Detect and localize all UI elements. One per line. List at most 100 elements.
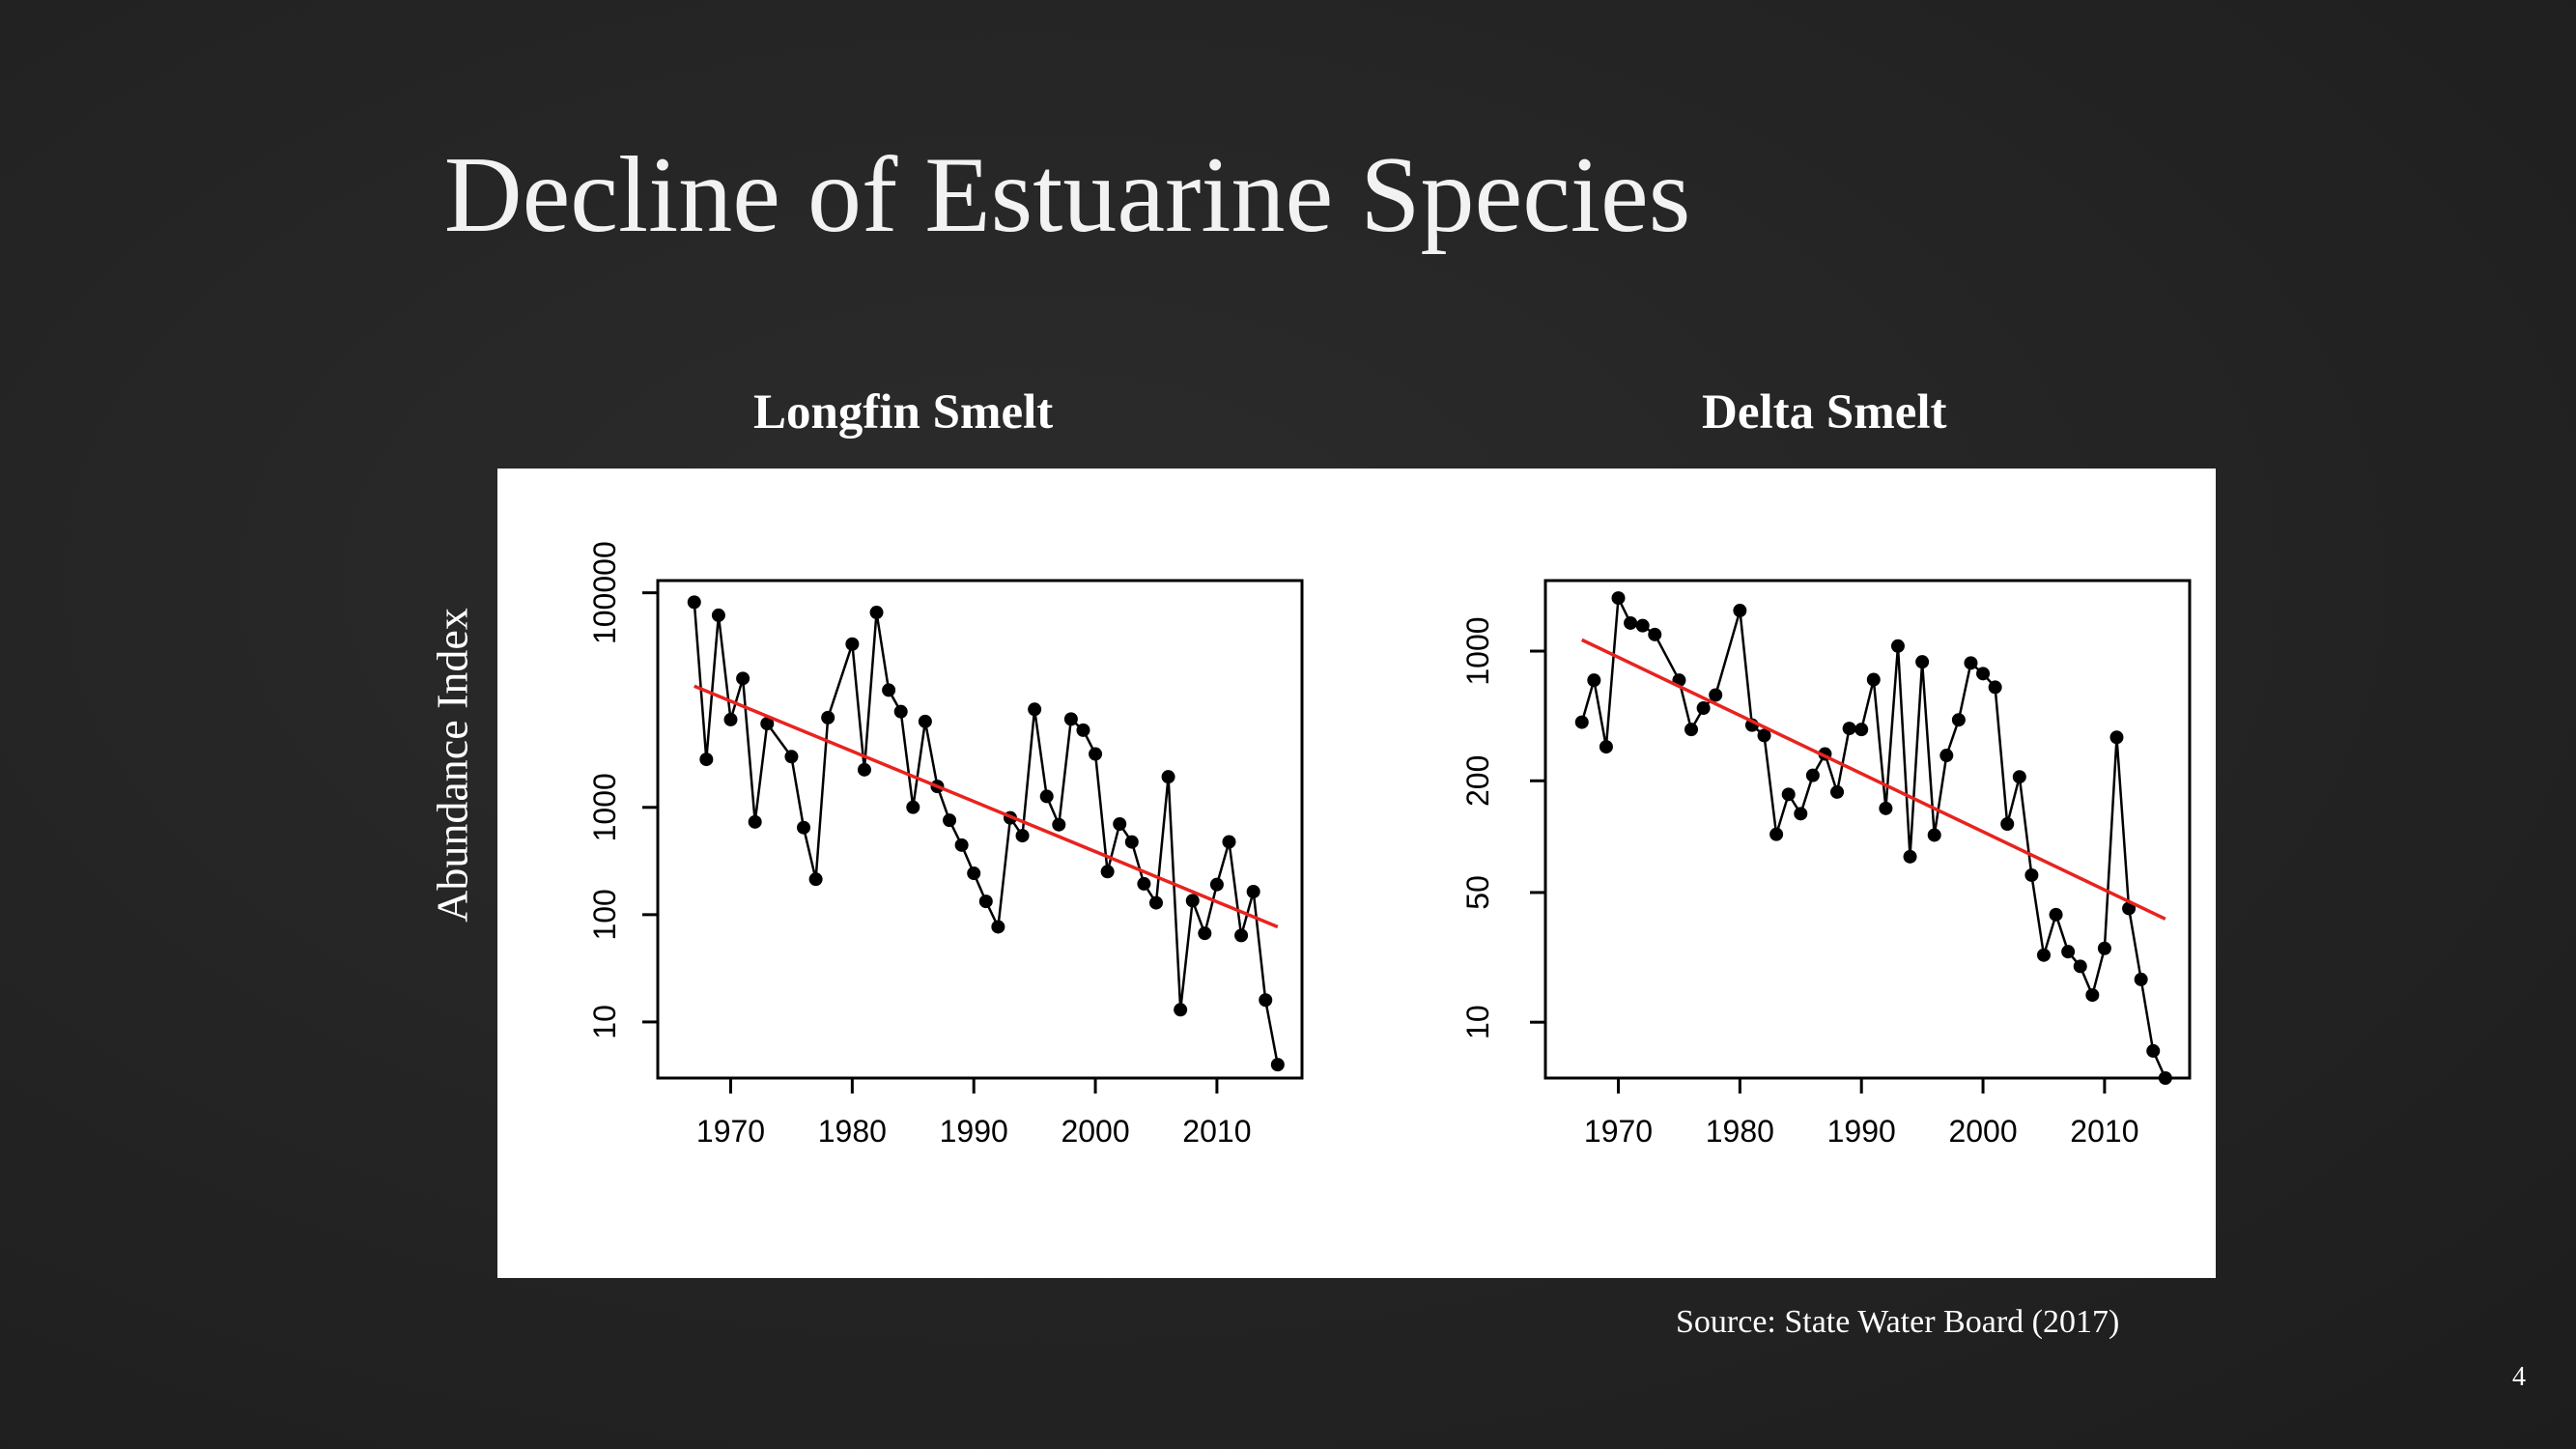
longfin-data-point — [869, 606, 884, 620]
longfin-plot-frame — [656, 579, 1304, 1080]
longfin-data-point — [1222, 835, 1236, 849]
delta-data-point — [2085, 988, 2100, 1003]
delta-data-point — [1951, 713, 1966, 727]
delta-data-point — [1915, 655, 1930, 669]
delta-trend-line — [1580, 638, 2166, 921]
delta-data-point — [1624, 615, 1638, 630]
delta-data-point — [2000, 817, 2015, 832]
delta-series-line — [1580, 593, 2166, 1079]
longfin-y-tick-label: 100000 — [587, 541, 622, 644]
delta-data-point — [1805, 768, 1820, 782]
delta-data-point — [1988, 680, 2002, 695]
delta-data-point — [1781, 787, 1796, 802]
delta-data-point — [1611, 591, 1626, 606]
longfin-smelt-label: Longfin Smelt — [753, 385, 1054, 440]
longfin-data-point — [1124, 835, 1139, 849]
longfin-data-point — [808, 872, 823, 887]
longfin-data-point — [1209, 877, 1224, 892]
longfin-data-point — [1148, 895, 1163, 910]
longfin-data-point — [991, 920, 1005, 934]
chart-panel: 1970 1980 1990 2000 2010 10 100 1000 100000 1970 1… — [497, 469, 2216, 1278]
longfin-x-tick-label: 1990 — [940, 1114, 1008, 1149]
longfin-data-point — [711, 608, 725, 622]
longfin-data-point — [943, 813, 957, 828]
delta-data-point — [1976, 667, 1991, 681]
longfin-data-point — [748, 814, 762, 829]
delta-data-point — [2158, 1071, 2172, 1085]
longfin-data-point — [845, 637, 860, 651]
source-citation: Source: State Water Board (2017) — [1676, 1304, 2120, 1340]
longfin-data-point — [1246, 884, 1260, 898]
longfin-data-point — [857, 762, 871, 777]
delta-data-point — [1866, 672, 1881, 687]
longfin-data-point — [797, 820, 811, 835]
delta-data-point — [1939, 749, 1954, 763]
delta-smelt-label: Delta Smelt — [1702, 385, 1947, 440]
longfin-data-point — [699, 753, 714, 767]
longfin-data-point — [978, 895, 993, 909]
delta-data-point — [2146, 1043, 2161, 1058]
y-axis-label: Abundance Index — [427, 608, 477, 923]
longfin-data-point — [1015, 829, 1030, 843]
longfin-data-point — [1039, 789, 1054, 804]
delta-data-point — [1684, 723, 1699, 737]
delta-data-point — [1696, 701, 1711, 716]
longfin-x-tick-label: 2000 — [1061, 1114, 1129, 1149]
delta-y-tick-label: 1000 — [1460, 616, 1495, 685]
longfin-data-point — [882, 683, 896, 697]
delta-data-point — [2049, 907, 2063, 922]
delta-data-point — [2134, 972, 2148, 986]
longfin-data-point — [1161, 770, 1175, 784]
longfin-data-point — [784, 750, 799, 764]
delta-data-point — [2061, 945, 2076, 959]
longfin-x-tick-label: 1970 — [696, 1114, 765, 1149]
delta-y-tick-label: 10 — [1460, 1005, 1495, 1039]
delta-data-point — [2012, 770, 2026, 784]
longfin-data-point — [1076, 723, 1090, 737]
delta-data-point — [2097, 941, 2111, 955]
longfin-data-point — [1089, 747, 1103, 761]
longfin-data-point — [760, 717, 775, 731]
delta-data-point — [1842, 722, 1856, 736]
delta-data-point — [1879, 801, 1893, 815]
delta-x-tick-label: 1980 — [1706, 1114, 1774, 1149]
delta-data-point — [1574, 715, 1589, 729]
longfin-x-tick-label: 2010 — [1182, 1114, 1251, 1149]
delta-data-point — [2036, 948, 2051, 962]
delta-x-tick-label: 2000 — [1948, 1114, 2017, 1149]
longfin-data-point — [1270, 1058, 1285, 1072]
delta-data-point — [1854, 723, 1869, 737]
delta-data-point — [1769, 827, 1784, 841]
longfin-data-point — [821, 710, 835, 724]
delta-y-tick-label: 50 — [1460, 875, 1495, 910]
longfin-data-point — [687, 595, 701, 610]
longfin-data-point — [918, 714, 932, 728]
longfin-data-point — [1028, 702, 1042, 717]
longfin-data-point — [954, 838, 969, 852]
delta-data-point — [2122, 901, 2137, 916]
delta-data-point — [1587, 673, 1601, 688]
longfin-x-tick-label: 1980 — [818, 1114, 887, 1149]
longfin-y-tick-label: 10 — [587, 1005, 622, 1039]
longfin-data-point — [1259, 993, 1273, 1008]
longfin-data-point — [1063, 712, 1078, 726]
delta-data-point — [1794, 807, 1808, 821]
longfin-trend-line — [694, 684, 1279, 929]
delta-data-point — [1733, 604, 1747, 618]
longfin-data-point — [1174, 1003, 1188, 1017]
longfin-data-point — [723, 712, 738, 726]
longfin-data-point — [906, 800, 920, 814]
delta-y-tick-label: 200 — [1460, 755, 1495, 807]
slide-title: Decline of Estuarine Species — [443, 135, 1691, 255]
delta-data-point — [1599, 740, 1613, 754]
longfin-y-tick-label: 100 — [587, 889, 622, 940]
longfin-data-point — [1137, 876, 1151, 891]
longfin-data-point — [893, 704, 908, 719]
delta-plot-frame — [1543, 579, 2192, 1080]
longfin-data-point — [1100, 865, 1115, 879]
longfin-data-point — [967, 867, 981, 881]
delta-data-point — [2073, 959, 2087, 974]
delta-data-point — [2024, 867, 2039, 882]
delta-x-tick-label: 2010 — [2070, 1114, 2138, 1149]
longfin-data-point — [1185, 894, 1200, 908]
